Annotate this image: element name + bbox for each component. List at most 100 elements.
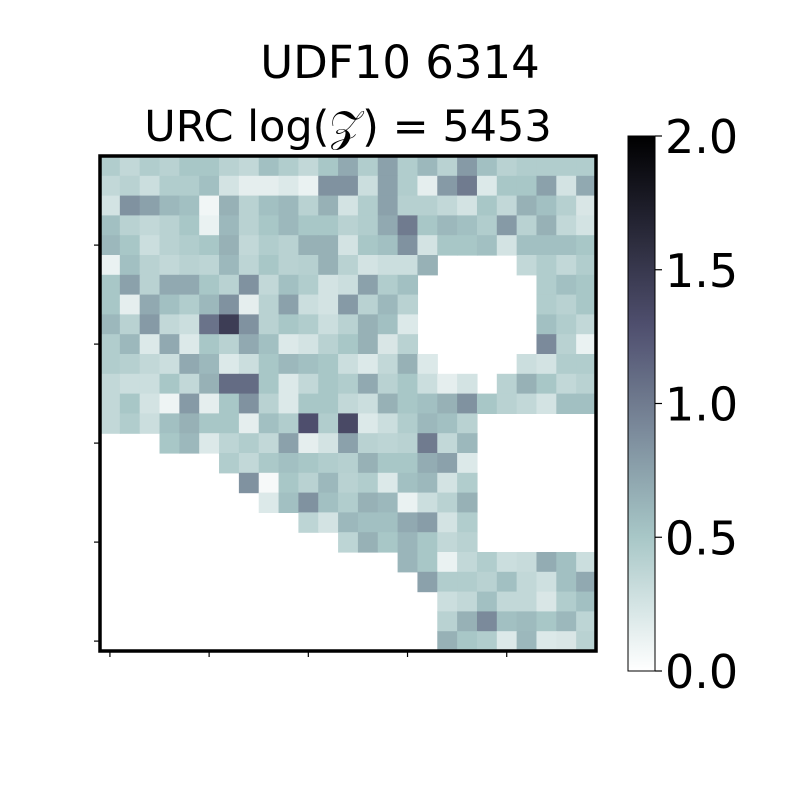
heatmap-cell xyxy=(576,156,597,177)
heatmap-cell xyxy=(556,235,577,256)
colorbar-tick-label: 1.5 xyxy=(665,244,738,298)
heatmap-cell xyxy=(556,571,577,593)
heatmap-cell xyxy=(119,393,141,414)
heatmap-cell xyxy=(278,175,299,197)
heatmap-cell xyxy=(179,156,200,177)
heatmap-cell xyxy=(338,294,359,315)
heatmap-cell xyxy=(139,175,161,197)
heatmap-cell xyxy=(397,175,419,197)
heatmap-cell xyxy=(298,314,319,335)
heatmap-cell xyxy=(219,413,240,434)
heatmap-cell xyxy=(496,215,518,236)
heatmap-cell xyxy=(556,156,577,177)
heatmap-cell xyxy=(496,235,518,256)
heatmap-cell xyxy=(199,274,220,296)
heatmap-cell xyxy=(437,552,458,573)
heatmap-cell xyxy=(318,413,339,434)
heatmap-cell xyxy=(318,175,339,197)
heatmap-cell xyxy=(238,195,260,216)
heatmap-cell xyxy=(397,274,419,296)
heatmap-cell xyxy=(496,611,518,632)
heatmap-cell xyxy=(397,215,419,236)
heatmap-cell xyxy=(457,472,478,494)
heatmap-cell xyxy=(338,354,359,375)
heatmap-cell xyxy=(556,314,577,335)
heatmap-cell xyxy=(476,393,498,414)
heatmap-cell xyxy=(119,274,141,296)
heatmap-cell xyxy=(179,354,200,375)
heatmap-cell xyxy=(437,571,458,593)
heatmap-cell xyxy=(457,631,478,652)
heatmap-cell xyxy=(437,591,458,612)
heatmap-cell xyxy=(476,175,498,197)
heatmap-cell xyxy=(417,175,438,197)
heatmap-cell xyxy=(457,532,478,553)
heatmap-cell xyxy=(457,552,478,573)
heatmap-cell xyxy=(258,235,280,256)
heatmap-cell xyxy=(199,235,220,256)
heatmap-cell xyxy=(219,393,240,414)
heatmap-cell xyxy=(258,314,280,335)
heatmap-cell xyxy=(159,274,180,296)
heatmap-cell xyxy=(417,532,438,553)
heatmap-cell xyxy=(318,294,339,315)
heatmap-cell xyxy=(318,314,339,335)
heatmap-cell xyxy=(437,175,458,197)
heatmap-cell xyxy=(357,472,379,494)
heatmap-cell xyxy=(516,393,538,414)
heatmap-cell xyxy=(298,195,319,216)
heatmap-cell xyxy=(100,294,121,315)
heatmap-cell xyxy=(476,631,498,652)
heatmap-cell xyxy=(338,433,359,454)
heatmap-cell xyxy=(179,413,200,434)
heatmap-cell xyxy=(238,175,260,197)
heatmap-cell xyxy=(516,175,538,197)
heatmap-cell xyxy=(159,354,180,375)
heatmap-cell xyxy=(179,334,200,355)
heatmap-cell xyxy=(516,354,538,375)
heatmap-cell xyxy=(377,294,399,315)
heatmap-cell xyxy=(119,294,141,315)
heatmap-cell xyxy=(338,215,359,236)
heatmap-cell xyxy=(179,235,200,256)
heatmap-cell xyxy=(258,294,280,315)
heatmap-cell xyxy=(199,215,220,236)
heatmap-cell xyxy=(238,393,260,414)
heatmap-cell xyxy=(536,294,557,315)
heatmap-cell xyxy=(258,255,280,276)
heatmap-cell xyxy=(238,294,260,315)
heatmap-cell xyxy=(476,552,498,573)
heatmap-cell xyxy=(159,373,180,395)
heatmap-cell xyxy=(258,492,280,513)
heatmap-cell xyxy=(139,195,161,216)
heatmap-cell xyxy=(437,195,458,216)
heatmap-cell xyxy=(357,195,379,216)
heatmap-cell xyxy=(357,354,379,375)
heatmap-cell xyxy=(139,156,161,177)
heatmap-cell xyxy=(100,195,121,216)
heatmap-cell xyxy=(556,354,577,375)
heatmap-cell xyxy=(298,433,319,454)
heatmap-cell xyxy=(238,433,260,454)
heatmap-cell xyxy=(457,156,478,177)
plot-frame xyxy=(98,154,598,653)
heatmap-cell xyxy=(119,413,141,434)
heatmap-cell xyxy=(298,453,319,474)
heatmap-cell xyxy=(338,373,359,395)
heatmap-cell xyxy=(437,492,458,513)
heatmap-cell xyxy=(258,215,280,236)
heatmap-cell xyxy=(258,393,280,414)
heatmap-cell xyxy=(119,175,141,197)
heatmap-cell xyxy=(397,294,419,315)
heatmap-cell xyxy=(457,492,478,513)
heatmap-cell xyxy=(556,393,577,414)
heatmap-cell xyxy=(357,175,379,197)
heatmap-cell xyxy=(576,373,597,395)
heatmap-cell xyxy=(139,255,161,276)
heatmap-cell xyxy=(139,334,161,355)
heatmap-cell xyxy=(298,492,319,513)
heatmap-cell xyxy=(318,433,339,454)
heatmap-cell xyxy=(258,175,280,197)
heatmap-cell xyxy=(199,294,220,315)
heatmap-cell xyxy=(397,156,419,177)
